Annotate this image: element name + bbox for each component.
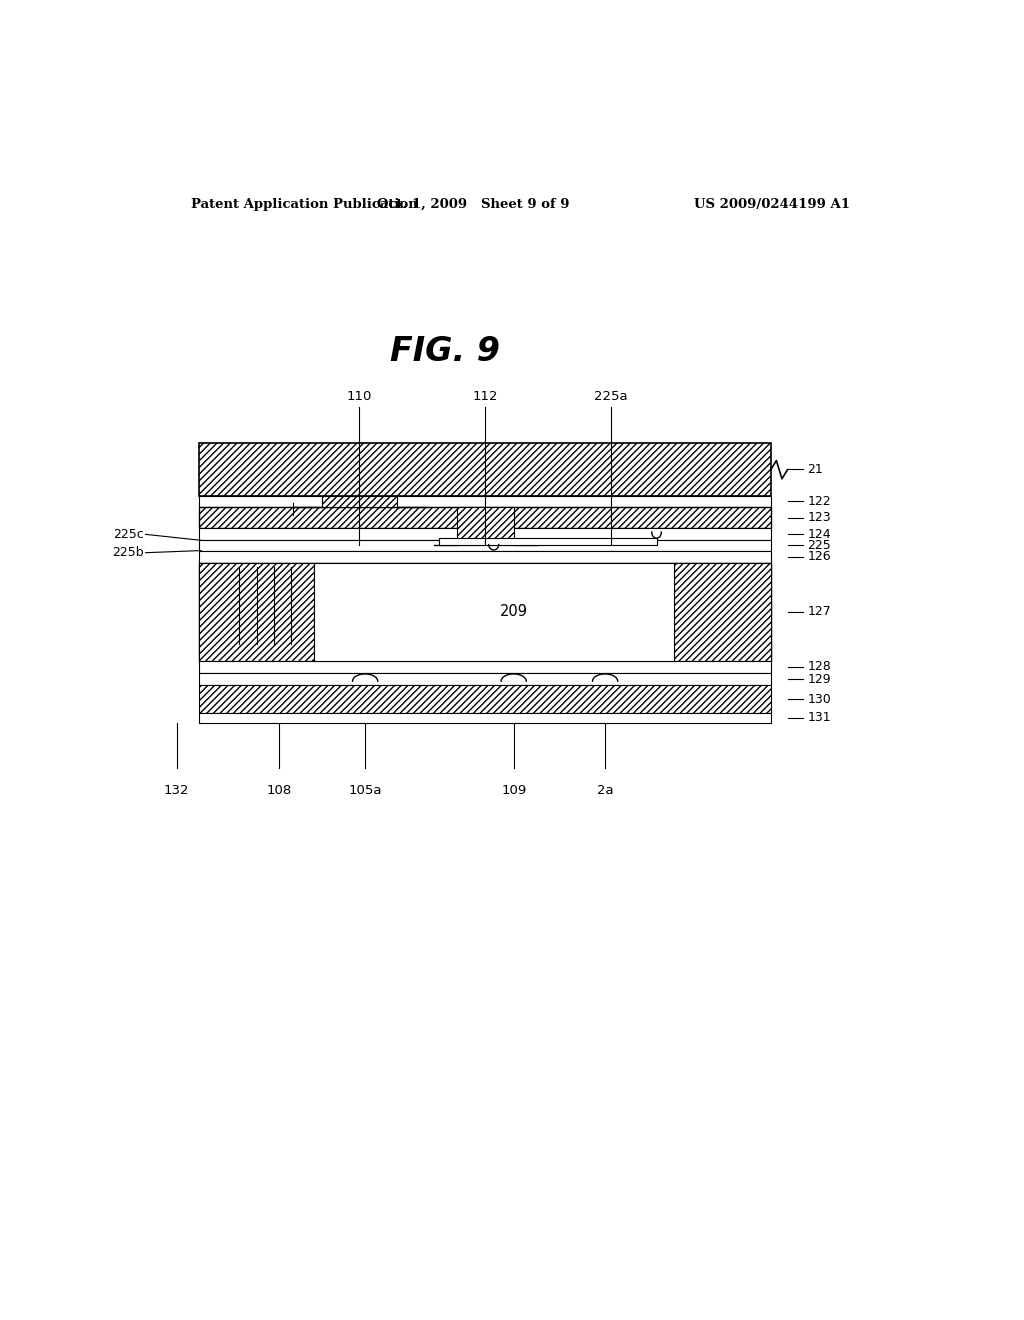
Text: 130: 130 [807, 693, 831, 706]
Text: 108: 108 [267, 784, 292, 796]
Text: 225c: 225c [113, 528, 143, 541]
Text: 21: 21 [807, 463, 823, 477]
Text: FIG. 9: FIG. 9 [390, 335, 501, 368]
Text: 131: 131 [807, 711, 830, 725]
Text: 225: 225 [807, 539, 831, 552]
Text: 225a: 225a [594, 389, 628, 403]
Bar [200, 444, 771, 496]
Text: 132: 132 [164, 784, 189, 796]
Text: 127: 127 [807, 605, 831, 618]
Text: 124: 124 [807, 528, 830, 541]
Bar [200, 507, 771, 528]
Bar [323, 496, 396, 507]
Text: 128: 128 [807, 660, 831, 673]
Text: 129: 129 [807, 673, 830, 685]
Text: 112: 112 [472, 389, 498, 403]
Bar [200, 496, 771, 507]
Bar [200, 713, 771, 722]
Bar [200, 528, 771, 540]
Bar [200, 540, 771, 550]
Text: 225b: 225b [113, 546, 143, 560]
Text: 105a: 105a [348, 784, 382, 796]
Bar [313, 562, 674, 661]
Text: Oct. 1, 2009   Sheet 9 of 9: Oct. 1, 2009 Sheet 9 of 9 [377, 198, 569, 211]
Bar [457, 507, 514, 545]
Bar [200, 550, 771, 562]
Text: Patent Application Publication: Patent Application Publication [191, 198, 418, 211]
Bar [674, 562, 771, 661]
Bar [200, 661, 771, 673]
Bar [200, 673, 771, 685]
Text: 123: 123 [807, 511, 830, 524]
Text: US 2009/0244199 A1: US 2009/0244199 A1 [694, 198, 850, 211]
Bar [200, 562, 313, 661]
Text: 126: 126 [807, 550, 830, 564]
Bar [200, 562, 771, 661]
Bar [200, 685, 771, 713]
Text: 209: 209 [500, 605, 527, 619]
Text: 122: 122 [807, 495, 830, 508]
Text: 110: 110 [347, 389, 372, 403]
Text: 109: 109 [501, 784, 526, 796]
Text: 2a: 2a [597, 784, 613, 796]
Bar [439, 539, 656, 545]
